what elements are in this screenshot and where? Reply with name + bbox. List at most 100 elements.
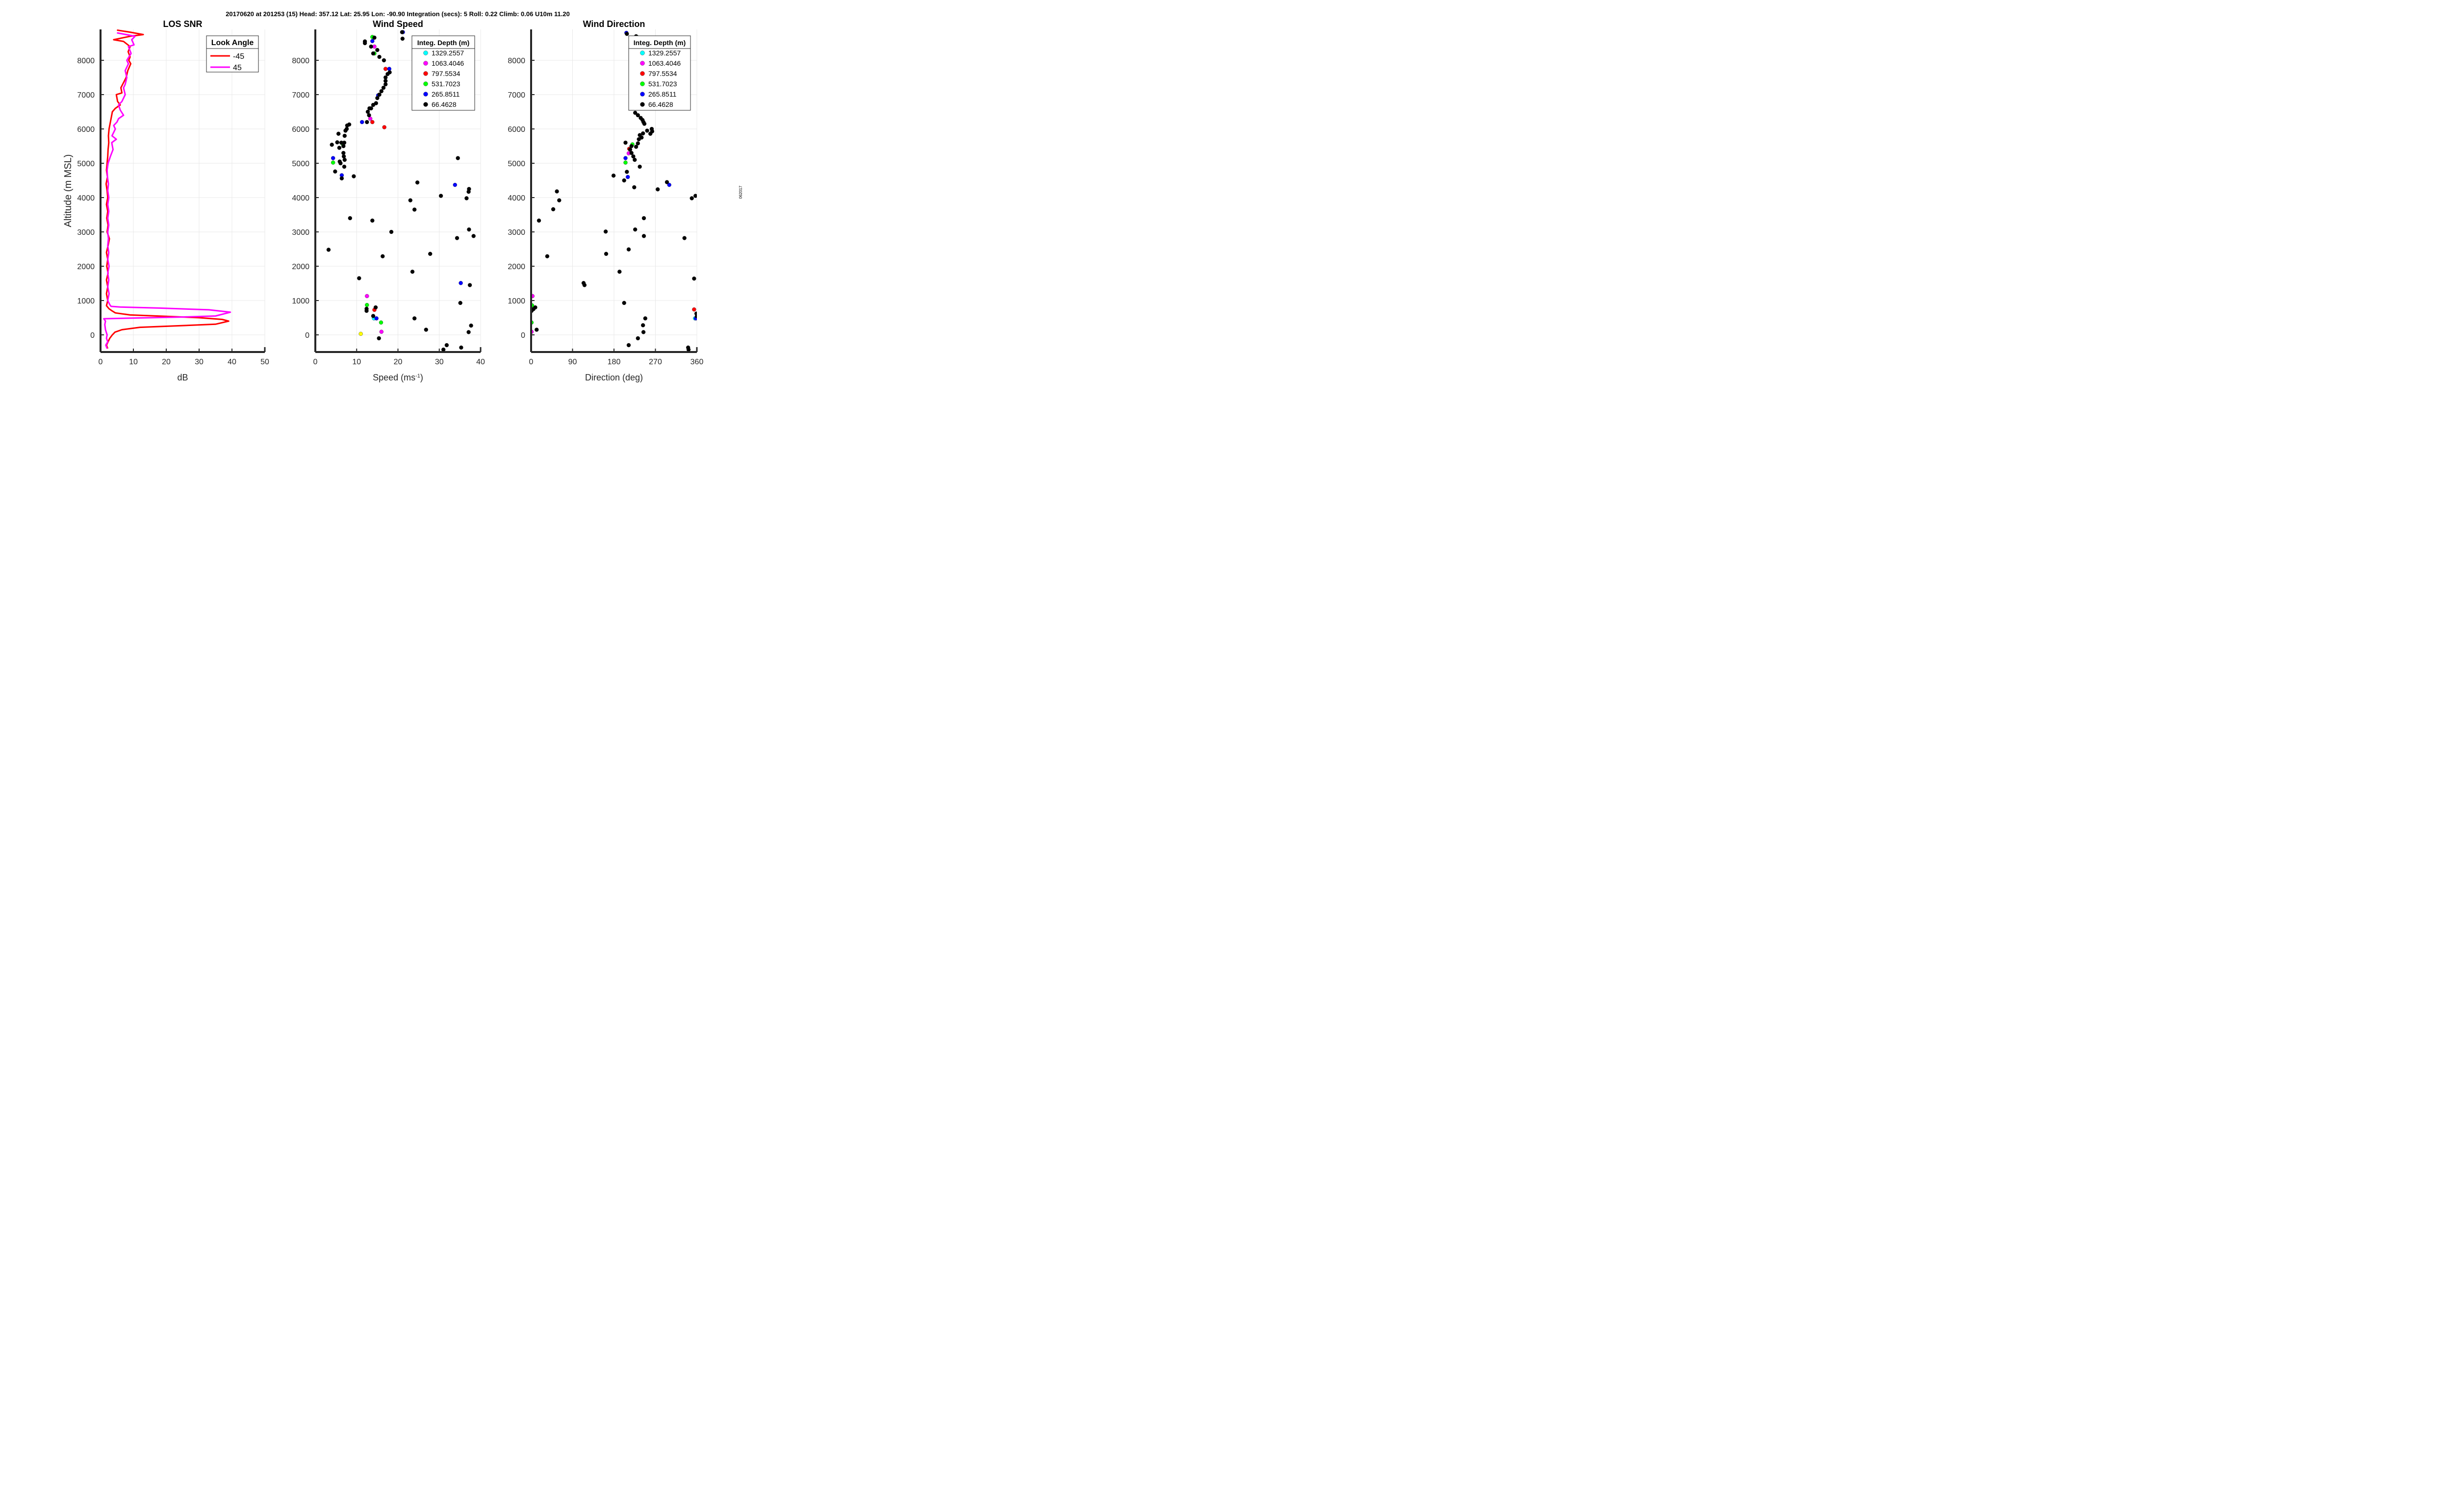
data-point [348,216,352,221]
data-point [459,345,463,350]
legend: Look Angle -45 45 [206,35,259,73]
x-tick-label: 40 [228,358,236,366]
data-point [352,174,356,178]
data-point [640,323,645,328]
plot-area [103,29,231,349]
data-point [331,160,335,165]
chart-title: LOS SNR [163,19,202,29]
legend-label: 265.8511 [648,90,677,98]
legend-label: 531.7023 [648,80,677,88]
data-point [625,31,629,36]
data-point [342,140,347,145]
data-point [341,154,346,159]
data-point [692,307,696,312]
data-point [641,234,646,238]
data-point [342,133,347,138]
data-point [428,252,433,256]
legend-title: Integ. Depth (m) [417,39,470,47]
data-point [633,157,637,162]
data-point [456,156,460,160]
chart-panel-1: 0 10 20 30 40 50 0 1000 2000 3000 4000 5000 6000 7000… [63,19,269,382]
data-point [664,180,669,184]
data-point [650,129,655,134]
y-axis-label: Altitude (m MSL) [63,154,74,227]
data-point [358,331,363,336]
data-point [623,160,628,165]
data-point [469,323,473,328]
y-tick-label: 8000 [292,57,309,65]
legend-label: 45 [233,64,242,72]
data-point [682,236,687,240]
data-point [379,329,383,334]
legend: Integ. Depth (m) 1329.2557 1063.4046 797.55… [628,35,691,111]
y-tick-label: 3000 [77,228,95,237]
data-point [369,106,373,111]
data-point [370,39,375,44]
data-point [636,113,640,118]
data-point [459,281,463,285]
legend-label: 1063.4046 [432,59,464,67]
data-point [375,48,380,52]
side-label: 062017 [739,185,743,199]
data-point [370,120,375,125]
data-point [632,185,637,190]
data-point [604,252,609,256]
data-point [692,277,696,281]
legend-marker [640,81,645,86]
data-point [372,35,377,40]
data-point [466,330,471,334]
data-point [400,36,405,41]
data-point [333,169,337,174]
data-point [381,254,385,258]
data-point [365,120,369,125]
data-point [373,305,378,310]
legend-box [206,35,259,73]
data-point [382,58,386,63]
data-point [444,343,449,348]
data-point [655,187,660,192]
data-point [643,316,648,321]
x-tick-label: 30 [195,358,204,366]
data-point [379,320,383,325]
data-point [625,170,629,174]
y-tick-label: 8000 [77,57,95,65]
data-point [667,182,671,187]
data-point [382,125,386,129]
data-point [471,234,476,238]
series-line--45 [105,29,230,349]
legend-label: 531.7023 [432,80,460,88]
x-tick-label: 360 [690,358,704,366]
data-point [383,67,388,71]
data-point [331,156,335,160]
data-point [365,109,370,114]
data-point [603,229,608,234]
legend-label: 1063.4046 [648,59,681,67]
data-point [387,70,392,75]
data-point [337,146,342,150]
data-point [344,126,349,131]
legend-marker [423,81,428,86]
data-point [636,336,640,341]
data-point [536,218,541,223]
data-point [545,254,550,258]
data-point [631,154,636,159]
data-point [623,156,628,160]
y-tick-label: 2000 [508,263,525,271]
y-tick-label: 1000 [508,297,525,305]
data-point [626,343,631,348]
data-point [645,128,649,133]
data-point [336,131,341,136]
figure: 20170620 at 201253 (15) Head: 357.12 Lat… [63,10,743,382]
y-tick-label: 5000 [508,160,525,168]
data-point [369,44,373,49]
data-point [634,145,639,149]
data-point [640,131,645,136]
data-point [626,247,631,252]
data-point [693,194,697,198]
data-point [335,140,339,145]
data-point [464,196,469,201]
legend-box [411,35,475,111]
data-point [690,196,694,201]
y-tick-label: 4000 [292,194,309,202]
data-point [381,85,386,90]
